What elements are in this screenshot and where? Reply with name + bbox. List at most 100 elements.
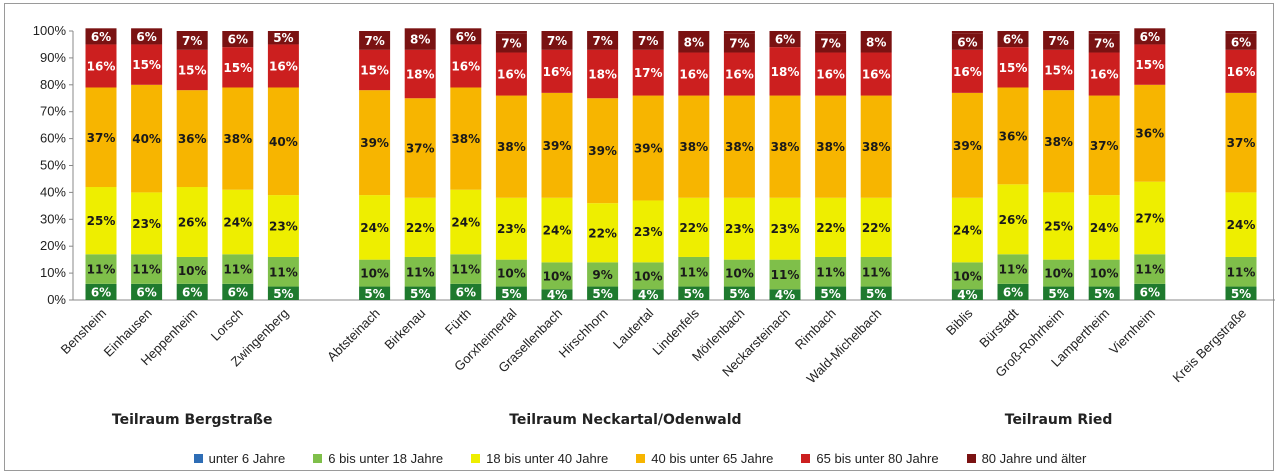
data-label: 18%: [588, 68, 617, 82]
bar-segment: [267, 256, 299, 287]
data-label: 5%: [1048, 287, 1068, 301]
legend-swatch: [801, 453, 811, 463]
data-label: 9%: [592, 268, 612, 282]
data-label: 4%: [638, 288, 658, 302]
y-tick-label: 60%: [40, 131, 66, 146]
bar-segment: [723, 197, 755, 260]
data-label: 5%: [273, 31, 293, 45]
bar-segment: [1225, 256, 1257, 287]
bar-segment: [815, 33, 847, 53]
bar-segment: [1043, 90, 1075, 193]
data-label: 6%: [136, 30, 156, 44]
x-tick-label: Hirschhorn: [556, 306, 611, 361]
bar-segment: [678, 197, 710, 257]
data-label: 6%: [1003, 285, 1023, 299]
group-label: Teilraum Ried: [1005, 412, 1113, 428]
data-label: 7%: [638, 34, 658, 48]
data-label: 11%: [679, 265, 708, 279]
legend-item: 18 bis unter 40 Jahre: [471, 451, 608, 466]
data-label: 6%: [1003, 33, 1023, 47]
bar-segment: [723, 286, 755, 300]
bar-segment: [723, 52, 755, 96]
bar-segment: [815, 286, 847, 300]
bar-segment: [951, 289, 983, 300]
bar-segment: [860, 286, 892, 300]
bar-segment: [632, 262, 664, 290]
bar-segment: [951, 197, 983, 263]
bar-segment: [85, 28, 117, 45]
legend-label: unter 6 Jahre: [208, 450, 286, 466]
bar-segment: [267, 44, 299, 88]
data-label: 15%: [1135, 58, 1164, 72]
bar-segment: [222, 254, 254, 284]
bar-segment: [1225, 49, 1257, 93]
data-label: 24%: [360, 221, 389, 235]
data-label: 7%: [1094, 37, 1114, 51]
data-label: 24%: [1227, 218, 1256, 232]
data-label: 10%: [725, 267, 754, 281]
data-label: 5%: [1231, 287, 1251, 301]
data-label: 10%: [1090, 267, 1119, 281]
bar-segment: [541, 31, 573, 50]
bar-segment: [85, 44, 117, 88]
bar-segment: [267, 87, 299, 196]
bar-segment: [450, 254, 482, 284]
data-label: 6%: [1140, 285, 1160, 299]
bar-segment: [495, 52, 527, 96]
bar-segment: [176, 256, 208, 284]
bar-segment: [267, 286, 299, 300]
bar-segment: [541, 92, 573, 198]
bar-segment: [1088, 95, 1120, 196]
data-label: 23%: [771, 222, 800, 236]
bar-segment: [769, 47, 801, 96]
bars: 6% 11% 25% 37% 16% 6% 6% 11% 23% 40% 15% 6% 6% 10% 26%…: [85, 28, 1257, 302]
bar-segment: [860, 95, 892, 198]
bar-segment: [632, 200, 664, 263]
bar-segment: [1134, 28, 1166, 45]
bar-segment: [131, 254, 163, 284]
bar-segment: [815, 31, 847, 34]
legend-swatch: [193, 453, 203, 463]
data-label: 11%: [771, 268, 800, 282]
bar-segment: [222, 47, 254, 88]
data-label: 37%: [406, 142, 435, 156]
bar-segment: [769, 289, 801, 300]
y-tick-label: 70%: [40, 104, 66, 119]
bar-segment: [997, 254, 1029, 284]
data-label: 5%: [364, 287, 384, 301]
bar-segment: [997, 47, 1029, 88]
data-label: 38%: [451, 132, 480, 146]
bar-segment: [495, 286, 527, 300]
data-label: 16%: [497, 68, 526, 82]
legend-swatch: [636, 453, 646, 463]
bar-segment: [997, 184, 1029, 255]
legend: unter 6 Jahre 6 bis unter 18 Jahre 18 bis …: [5, 447, 1275, 469]
legend-label: 18 bis unter 40 Jahre: [486, 450, 609, 466]
data-label: 23%: [269, 220, 298, 234]
data-label: 27%: [1135, 211, 1164, 225]
data-label: 22%: [406, 221, 435, 235]
bar-segment: [632, 49, 664, 96]
data-label: 10%: [634, 269, 663, 283]
bar-segment: [587, 98, 619, 204]
data-label: 11%: [406, 265, 435, 279]
bar-segment: [997, 31, 1029, 48]
data-label: 38%: [725, 140, 754, 154]
data-label: 15%: [999, 61, 1028, 75]
bar-segment: [1043, 49, 1075, 91]
data-label: 7%: [182, 34, 202, 48]
bar-segment: [176, 90, 208, 188]
data-label: 6%: [456, 285, 476, 299]
bar-segment: [85, 87, 117, 188]
bar-segment: [769, 259, 801, 290]
bar-segment: [404, 98, 436, 198]
bar-segment: [1043, 192, 1075, 260]
bar-segment: [404, 286, 436, 300]
x-tick-label: Viernheim: [1106, 306, 1158, 358]
bar-segment: [131, 192, 163, 255]
bar-segment: [678, 31, 710, 53]
data-label: 5%: [592, 287, 612, 301]
data-label: 40%: [132, 132, 161, 146]
bar-segment: [176, 187, 208, 257]
data-label: 36%: [999, 129, 1028, 143]
